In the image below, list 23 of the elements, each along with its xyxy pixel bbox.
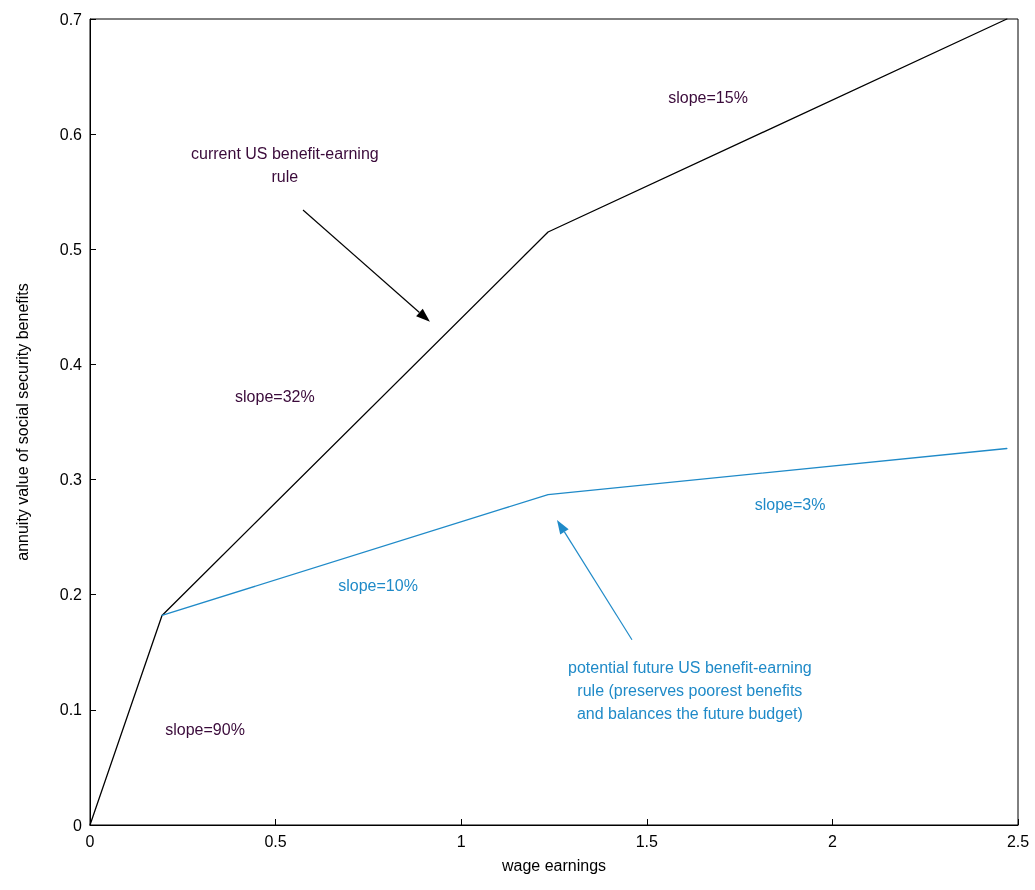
y-tick-label: 0.6	[59, 125, 83, 143]
annotation: slope=32%	[235, 388, 315, 406]
x-tick-label: 0	[85, 832, 95, 850]
y-axis-title: annuity value of social security benefits	[13, 283, 31, 561]
y-tick-label: 0	[73, 816, 83, 834]
annotation: slope=10%	[338, 577, 418, 594]
x-tick-label: 2	[827, 832, 837, 850]
annotation: slope=90%	[165, 720, 245, 738]
annotation: slope=15%	[668, 88, 748, 106]
y-tick-label: 0.5	[59, 240, 83, 258]
y-tick-label: 0.4	[59, 355, 83, 373]
annotation: potential future US benefit-earning rule (preserves poorest benefits and balances the future budget)	[568, 658, 812, 722]
y-tick-label: 0.3	[59, 471, 83, 489]
annotation: current US benefit-earning rule	[191, 145, 379, 186]
x-tick-label: 2.5	[1006, 832, 1030, 850]
y-tick-label: 0.1	[59, 701, 83, 719]
x-axis-title: wage earnings	[500, 856, 607, 874]
y-tick-label: 0.2	[59, 586, 83, 604]
x-tick-label: 1	[456, 832, 466, 850]
annotation: slope=3%	[754, 496, 826, 514]
x-tick-label: 1.5	[635, 832, 659, 850]
x-tick-label: 0.5	[264, 832, 287, 850]
y-tick-label: 0.7	[59, 10, 83, 28]
